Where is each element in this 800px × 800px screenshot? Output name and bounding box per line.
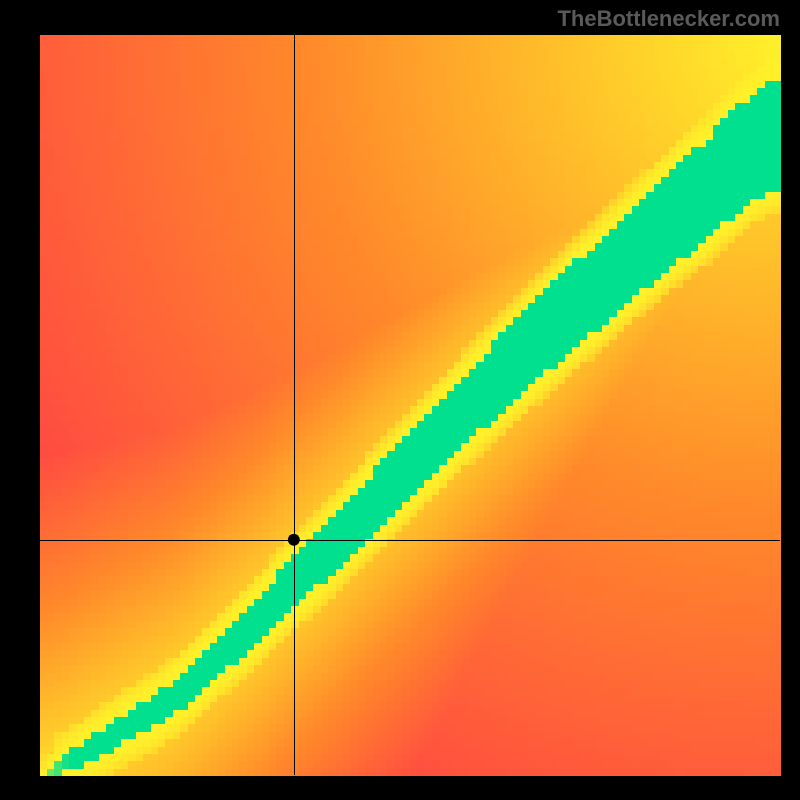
- watermark-text: TheBottlenecker.com: [557, 6, 780, 32]
- heatmap-canvas: [0, 0, 800, 800]
- chart-container: TheBottlenecker.com: [0, 0, 800, 800]
